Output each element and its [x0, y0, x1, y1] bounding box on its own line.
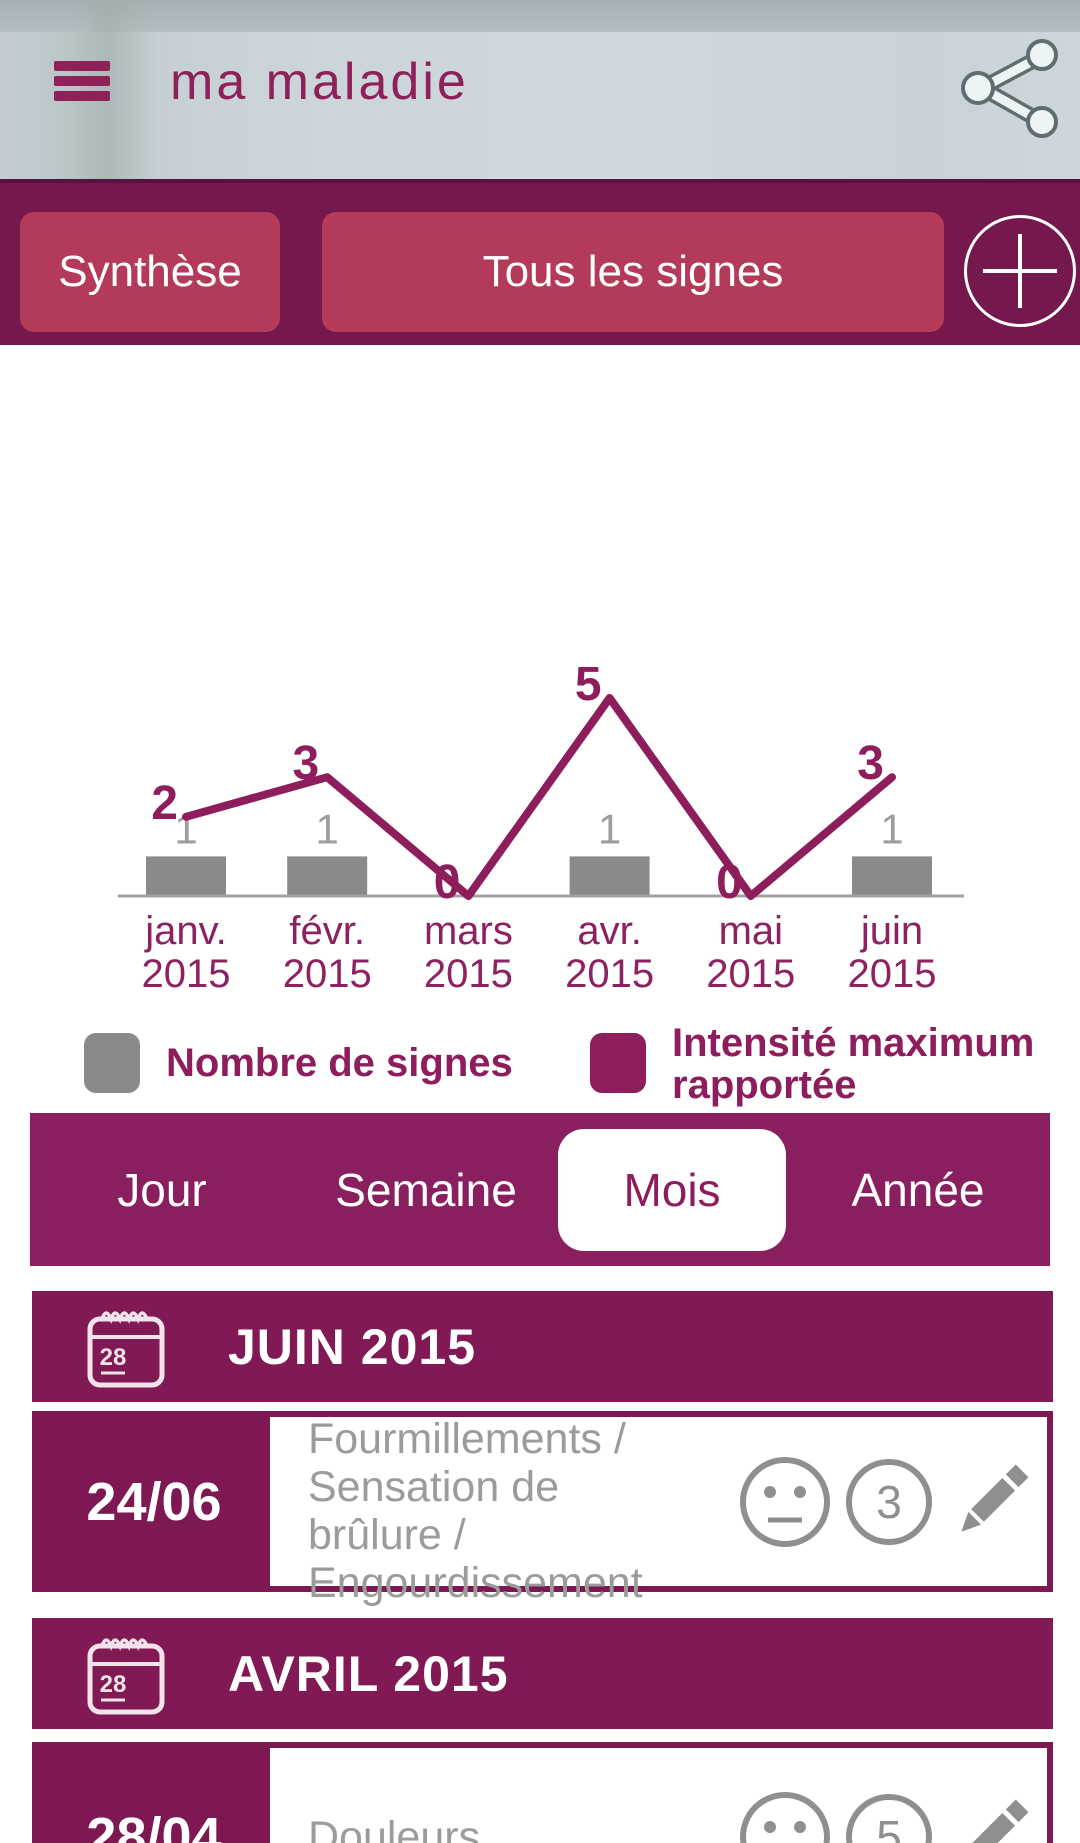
neutral-face-icon — [740, 1456, 830, 1547]
tab-tous-les-signes[interactable]: Tous les signes — [322, 212, 944, 332]
svg-text:janv.: janv. — [144, 909, 227, 953]
entry-icons: 5 — [737, 1789, 1037, 1843]
menu-icon[interactable] — [54, 61, 110, 103]
gray-square-icon — [84, 1033, 140, 1093]
section-header-juin-2015: 28 JUIN 2015 — [32, 1291, 1053, 1402]
svg-text:mai: mai — [719, 909, 783, 953]
entry-symptoms: Fourmillements / Sensation de brûlure / … — [308, 1415, 643, 1607]
svg-text:1: 1 — [316, 805, 339, 852]
signs-intensity-chart: 1 1 1 1230503janv.2015févr.2015mars2015avr.… — [118, 658, 964, 996]
entry-row-24-06[interactable]: 24/06 Fourmillements / Sensation de brûl… — [32, 1411, 1053, 1607]
period-annee[interactable]: Année — [851, 1163, 985, 1216]
period-jour[interactable]: Jour — [117, 1163, 207, 1216]
svg-text:2015: 2015 — [283, 952, 372, 996]
status-bar — [0, 0, 1080, 32]
svg-text:1: 1 — [880, 805, 903, 852]
svg-text:3: 3 — [857, 737, 884, 790]
circle-icon — [846, 1794, 932, 1843]
period-selector: Jour Semaine Mois Année — [30, 1113, 1050, 1266]
chart-legend: Nombre de signes Intensité maximum rappo… — [0, 1022, 1080, 1106]
entry-body: Fourmillements / Sensation de brûlure / … — [270, 1415, 1047, 1607]
svg-text:2015: 2015 — [565, 952, 654, 996]
intensity-badge: 3 — [843, 1456, 935, 1548]
legend-label: Intensité maximum rapportée — [672, 1021, 1035, 1107]
svg-text:juin: juin — [860, 909, 923, 953]
svg-text:avr.: avr. — [577, 909, 641, 953]
entry-icons: 3 — [737, 1454, 1037, 1550]
svg-text:0: 0 — [716, 856, 743, 909]
pencil-icon[interactable] — [945, 1456, 1037, 1548]
calendar-icon: 28 — [87, 1310, 165, 1387]
entry-date: 28/04 — [86, 1807, 222, 1843]
section-title: JUIN 2015 — [228, 1318, 477, 1375]
svg-text:2015: 2015 — [424, 952, 513, 996]
entry-date: 24/06 — [86, 1471, 222, 1532]
intensity-value: 3 — [876, 1475, 902, 1528]
svg-text:28: 28 — [100, 1671, 127, 1698]
page-title: ma maladie — [170, 53, 469, 111]
section-header-avril-2015: 28 AVRIL 2015 — [32, 1618, 1053, 1729]
intensity-value: 5 — [876, 1811, 902, 1843]
entry-body: Douleurs 5 — [270, 1748, 1047, 1843]
add-sign-button[interactable] — [964, 215, 1076, 327]
calendar-icon: 28 — [87, 1637, 165, 1714]
svg-text:3: 3 — [292, 737, 319, 790]
svg-text:2: 2 — [151, 777, 178, 830]
section-title: AVRIL 2015 — [228, 1645, 509, 1702]
entry-symptoms: Douleurs — [308, 1813, 481, 1843]
svg-text:0: 0 — [434, 856, 461, 909]
pencil-icon[interactable] — [945, 1791, 1037, 1843]
circle-icon — [846, 1458, 932, 1545]
intensity-badge: 5 — [843, 1791, 935, 1843]
svg-text:2015: 2015 — [848, 952, 937, 996]
svg-text:mars: mars — [424, 909, 513, 953]
neutral-face-icon — [740, 1792, 830, 1843]
share-icon[interactable] — [958, 38, 1066, 138]
svg-text:2015: 2015 — [142, 952, 231, 996]
app-header: ma maladie — [0, 0, 1080, 179]
svg-text:28: 28 — [100, 1344, 127, 1371]
legend-item-signes: Nombre de signes — [84, 1033, 513, 1093]
legend-label: Nombre de signes — [166, 1041, 513, 1085]
legend-item-intensite: Intensité maximum rapportée — [590, 1022, 1080, 1117]
svg-text:1: 1 — [598, 805, 621, 852]
svg-text:5: 5 — [575, 658, 602, 711]
period-semaine[interactable]: Semaine — [335, 1163, 517, 1216]
entry-row-28-04[interactable]: 28/04 Douleurs 5 — [32, 1742, 1053, 1843]
tab-synthese[interactable]: Synthèse — [20, 212, 280, 332]
main-tab-bar: Synthèse Tous les signes — [0, 179, 1080, 345]
period-mois-selected[interactable]: Mois — [558, 1128, 786, 1251]
svg-text:2015: 2015 — [706, 952, 795, 996]
svg-text:févr.: févr. — [289, 909, 365, 953]
magenta-square-icon — [590, 1033, 646, 1093]
background-photo — [70, 0, 155, 179]
